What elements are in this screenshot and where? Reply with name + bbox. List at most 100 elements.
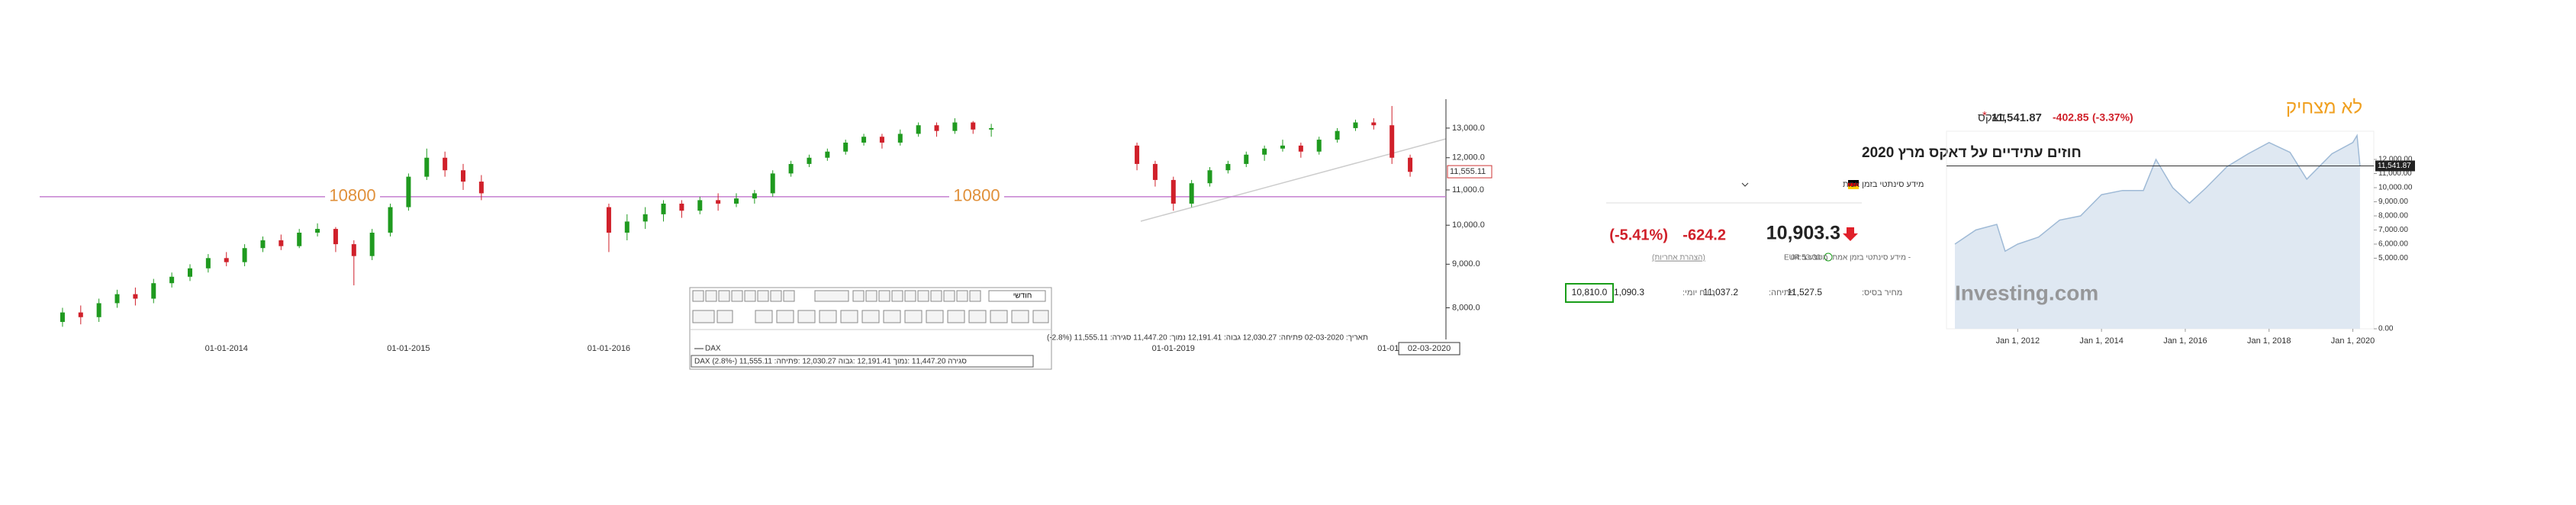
- candle-body: [1371, 122, 1377, 126]
- period-select[interactable]: [988, 290, 1046, 302]
- candle-body: [96, 303, 101, 317]
- toolbar-buttons[interactable]: [692, 290, 1049, 323]
- candle-body: [1298, 145, 1303, 152]
- candle-body: [1170, 179, 1176, 204]
- y-tick-label: 7,000.00: [2378, 226, 2408, 234]
- series-name: DAX: [705, 345, 721, 353]
- candle-body: [461, 170, 465, 182]
- candle-body: [606, 207, 611, 233]
- area-line: [1954, 133, 2361, 252]
- candle-body: [807, 157, 812, 164]
- candle-body: [1353, 122, 1358, 128]
- candle-body: [114, 294, 120, 304]
- instrument-change: -402.85: [2053, 111, 2089, 124]
- range-label: טווח יומי:: [1682, 288, 1715, 298]
- y-tick-label: 10,000.00: [2378, 184, 2413, 192]
- y-tick-label: 8,000.00: [2378, 212, 2408, 220]
- quote-change: -624.2: [1682, 227, 1726, 243]
- candle-body: [716, 200, 721, 204]
- candle-body: [1316, 140, 1322, 152]
- base-label: מחיר בסיס:: [1862, 288, 1902, 298]
- quote-note: - מידע סינתטי בזמן אמת. מטבע ב EUR: [1784, 254, 1911, 262]
- chart-title: לא מצחיק: [2286, 97, 2362, 117]
- candle-body: [989, 127, 994, 130]
- range-low: 10,810.0: [1572, 287, 1608, 298]
- candle-body: [916, 125, 921, 134]
- legend-box: [691, 355, 1034, 368]
- candle-body: [1389, 125, 1395, 158]
- instrument-marker: *: [1982, 109, 1987, 122]
- candle-body: [443, 157, 448, 171]
- open-value: 11,037.2: [1703, 287, 1738, 298]
- candle-body: [1244, 154, 1249, 164]
- x-tick-label: 01-01-2016: [588, 344, 630, 353]
- candle-body: [279, 240, 284, 246]
- candle-body: [242, 248, 247, 262]
- candle-body: [188, 268, 192, 277]
- y-tick-label: 8,000.0: [1452, 303, 1480, 312]
- candle-body: [1225, 163, 1231, 171]
- candle-body: [752, 193, 757, 199]
- instrument-price: 11,541.87: [1992, 111, 2042, 124]
- quote-source[interactable]: מידע סינתטי בזמן אמת: [1843, 180, 1924, 189]
- y-tick-label: 0.00: [2378, 325, 2394, 333]
- ohlc-info: תאריך: 02-03-2020 פתיחה: 12,030.27 גבוה:…: [1047, 334, 1368, 343]
- level-label-bg: [325, 187, 380, 206]
- y-tick-label: 11,000.00: [2378, 169, 2412, 178]
- candle-body: [1262, 148, 1267, 155]
- candle-body: [351, 244, 356, 256]
- x-tick-label: Jan 1, 2016: [2163, 336, 2207, 346]
- candle-body: [224, 258, 229, 262]
- y-tick-label: 12,000.00: [2378, 156, 2413, 164]
- candle-body: [879, 137, 884, 143]
- flag: [1848, 186, 1859, 189]
- area-fill: [1954, 135, 2360, 329]
- candle-body: [679, 203, 684, 211]
- candle-body: [934, 125, 939, 131]
- candle-body: [1135, 145, 1140, 164]
- y-tick-label: 5,000.00: [2378, 254, 2408, 262]
- quote-time: 04:53:30: [1791, 254, 1821, 262]
- x-tick-label: Jan 1, 2020: [2331, 336, 2375, 346]
- candle-body: [260, 240, 266, 249]
- candle-body: [661, 203, 666, 214]
- period-label: חודשי: [1013, 292, 1032, 301]
- x-tick-label: 01-01-2014: [205, 344, 248, 353]
- candle-body: [406, 176, 411, 207]
- candle-body: [952, 122, 958, 131]
- last-price-label: 11,555.11: [1450, 167, 1486, 176]
- candle-body: [971, 122, 976, 130]
- quote-change-pct: (-5.41%): [1609, 227, 1668, 243]
- x-tick-label: 01-01-2019: [1152, 344, 1195, 353]
- quote-price: 10,903.3: [1766, 223, 1840, 244]
- candle-body: [151, 283, 156, 299]
- candle-body: [861, 137, 867, 143]
- candle-body: [1408, 157, 1413, 172]
- y-tick-label: 9,000.0: [1452, 259, 1480, 269]
- candle-body: [369, 233, 375, 256]
- level-label-bg: [949, 187, 1004, 206]
- candle-body: [315, 229, 320, 233]
- toolbar: חודשי תאריך: 02-03-2020 פתיחה: 12,030.27…: [689, 287, 1368, 370]
- candle-body: [333, 229, 338, 245]
- y-tick-label: 12,000.0: [1452, 153, 1485, 162]
- candle-body: [1207, 170, 1212, 184]
- candle-body: [478, 182, 484, 194]
- candle-body: [205, 258, 211, 269]
- quote-panel: חוזים עתידיים על דאקס מרץ 2020 מידע סינת…: [1565, 145, 2082, 303]
- watermark: Investing.com: [1955, 281, 2098, 304]
- candle-body: [1152, 163, 1158, 180]
- disclaimer[interactable]: (הצהרת אחריות): [1652, 254, 1705, 262]
- flag: [1848, 180, 1859, 183]
- candle-body: [770, 173, 775, 194]
- candle-body: [825, 151, 830, 158]
- last-value-box: [2375, 160, 2415, 172]
- base-value: 11,527.5: [1787, 287, 1822, 298]
- candle-body: [388, 207, 393, 233]
- legend-text: DAX (2.8%-) 11,555.11 :סגירה 11,447.20 :…: [694, 358, 967, 366]
- flag: [1848, 183, 1859, 186]
- x-tick-label: Jan 1, 2012: [1996, 336, 2040, 346]
- candle-body: [843, 142, 848, 152]
- candle-body: [169, 276, 175, 284]
